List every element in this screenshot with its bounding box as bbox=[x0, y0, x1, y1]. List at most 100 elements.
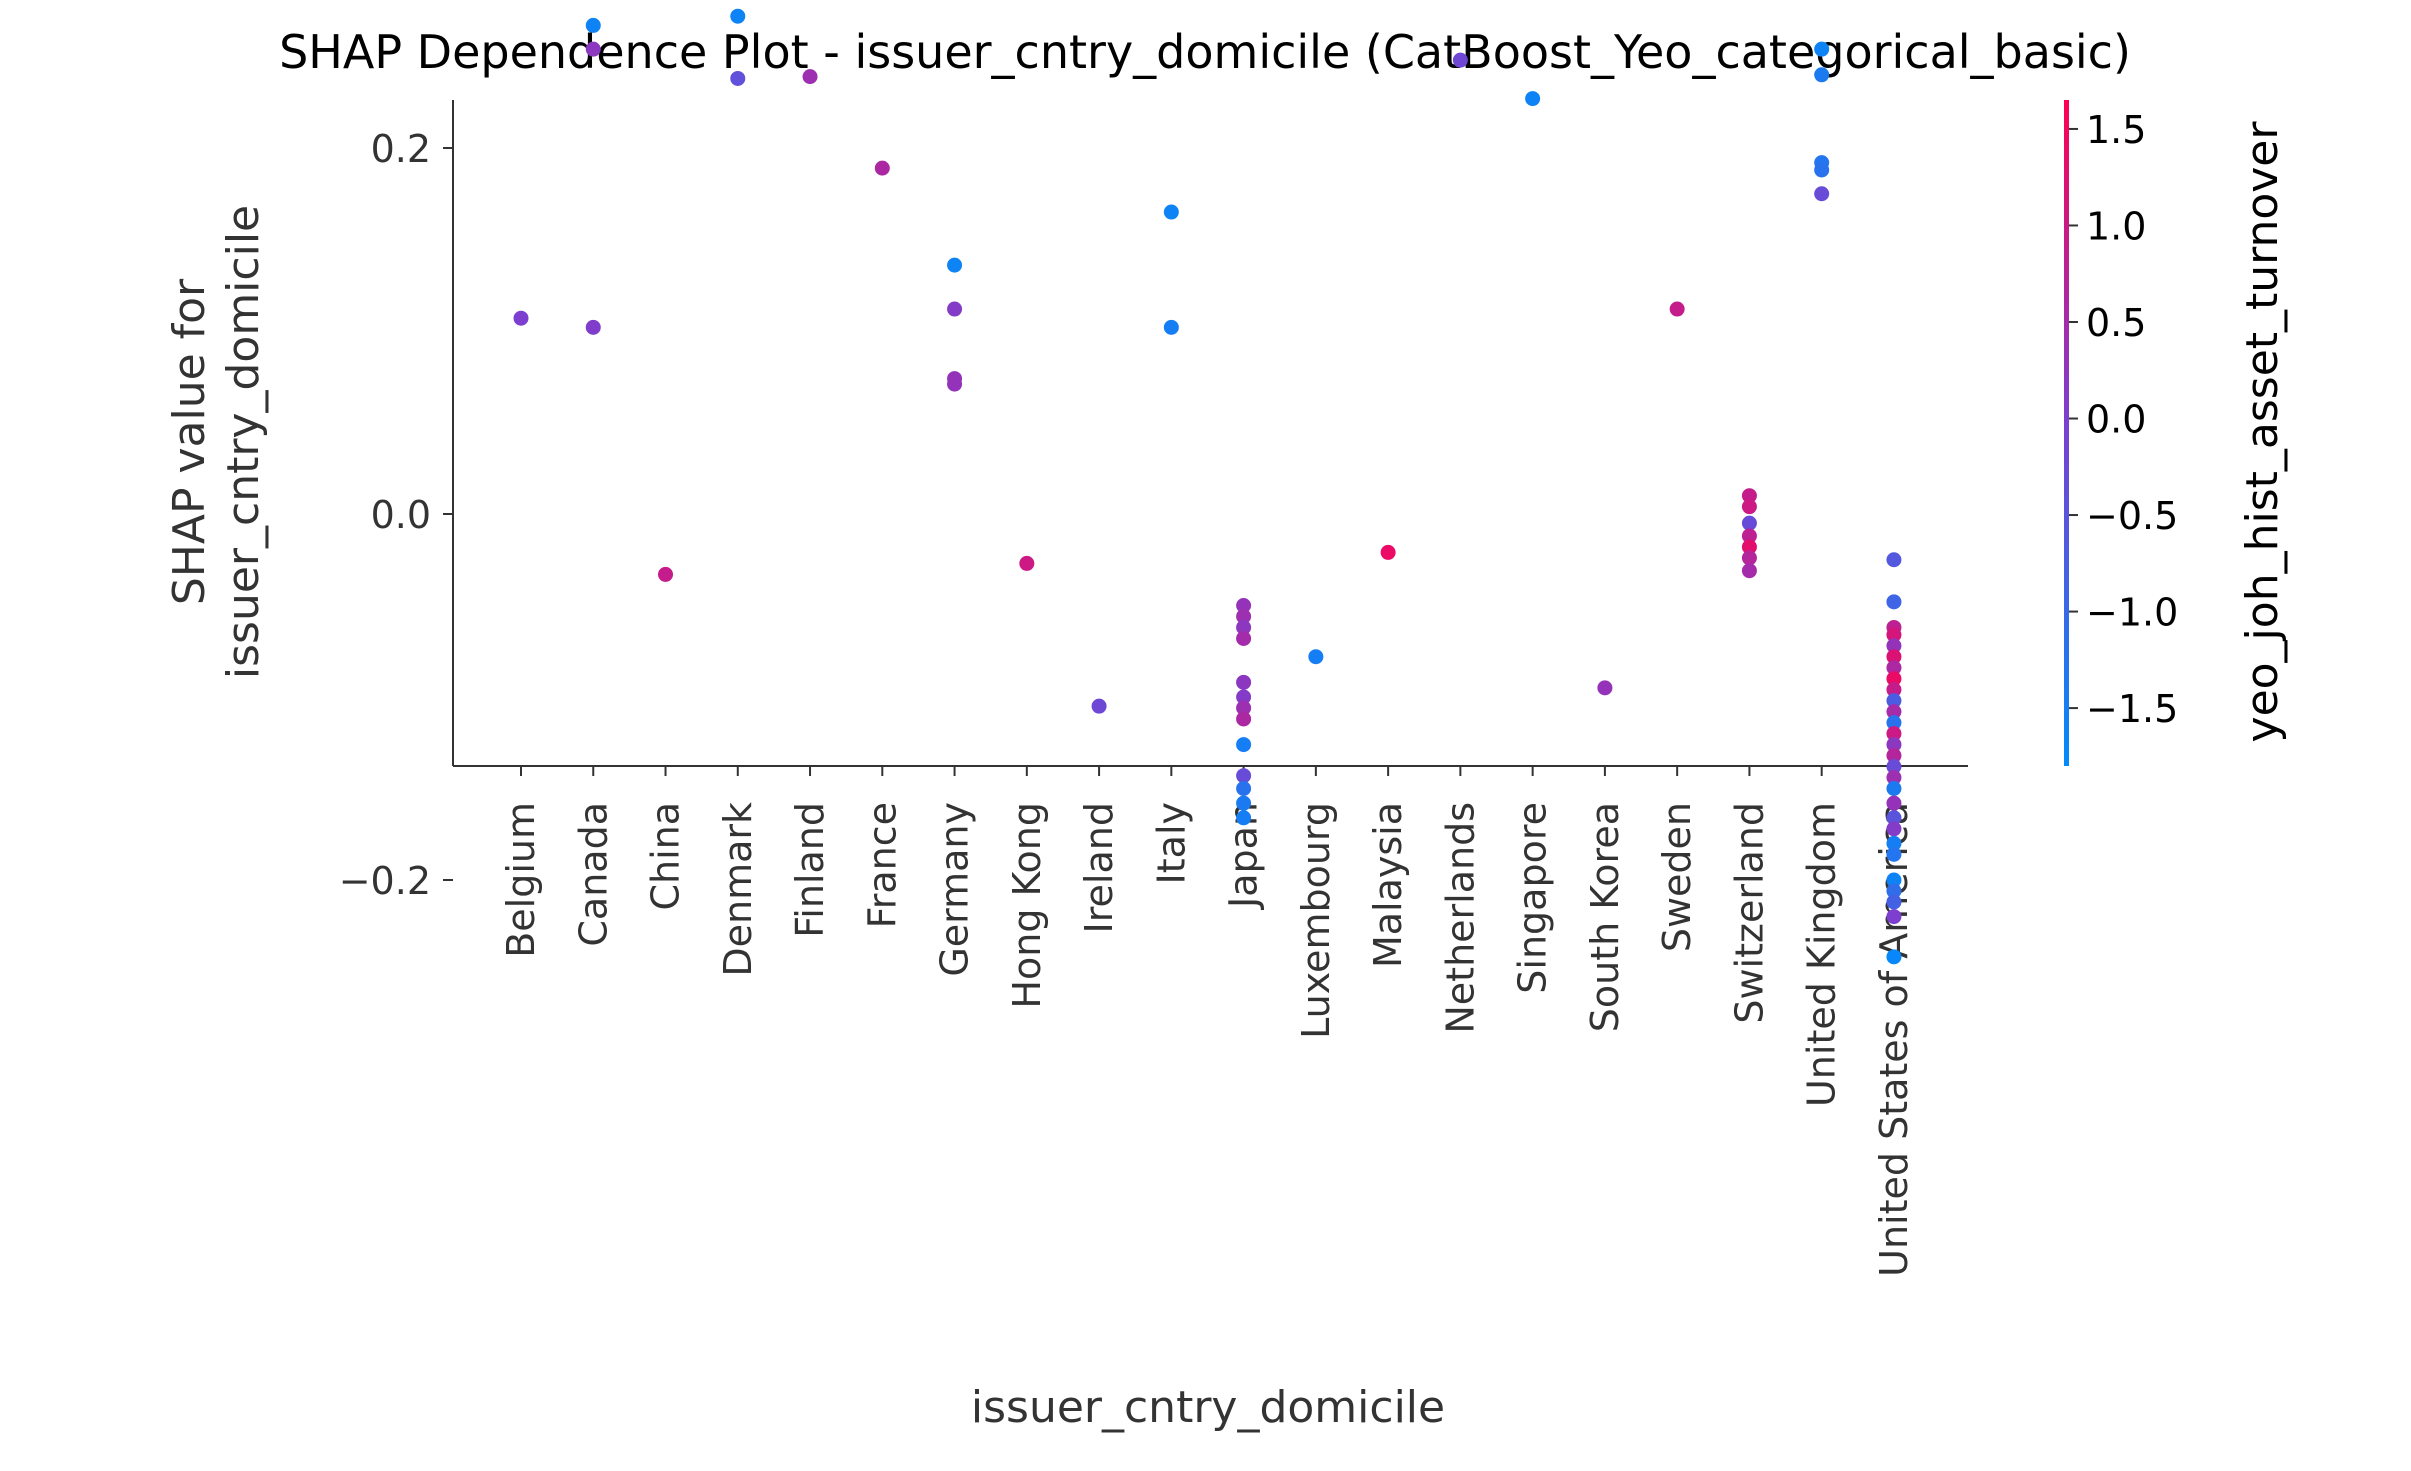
data-point-united-states-of-america bbox=[1886, 759, 1902, 775]
y-axis-label: SHAP value for issuer_cntry_domicile bbox=[164, 205, 269, 679]
data-point-finland bbox=[802, 69, 818, 85]
data-point-canada bbox=[585, 41, 601, 57]
data-point-germany bbox=[947, 257, 963, 273]
data-point-france bbox=[874, 160, 890, 176]
data-point-japan bbox=[1236, 608, 1252, 624]
data-point-united-kingdom bbox=[1814, 67, 1830, 83]
data-point-united-states-of-america bbox=[1886, 821, 1902, 837]
data-point-germany bbox=[947, 376, 963, 392]
data-point-japan bbox=[1236, 711, 1252, 727]
data-point-sweden bbox=[1669, 301, 1685, 317]
data-point-china bbox=[658, 566, 674, 582]
y-tick-label: −0.2 bbox=[339, 859, 431, 903]
data-point-united-states-of-america bbox=[1886, 748, 1902, 764]
x-tick-label-germany: Germany bbox=[933, 802, 977, 977]
x-tick-label-malaysia: Malaysia bbox=[1366, 802, 1410, 968]
data-point-united-states-of-america bbox=[1886, 810, 1902, 826]
data-point-switzerland bbox=[1741, 528, 1757, 544]
data-point-denmark bbox=[730, 70, 746, 86]
data-point-united-states-of-america bbox=[1886, 704, 1902, 720]
data-point-united-states-of-america bbox=[1886, 949, 1902, 965]
data-point-united-states-of-america bbox=[1886, 726, 1902, 742]
colorbar: 1.5 1.0 0.5 0.0 −0.5 −1.0 −1.5 bbox=[2064, 100, 2178, 766]
data-point-united-states-of-america bbox=[1886, 682, 1902, 698]
data-point-switzerland bbox=[1741, 539, 1757, 555]
data-point-netherlands bbox=[1452, 52, 1468, 68]
colorbar-label: yeo_joh_hist_asset_turnover bbox=[2237, 121, 2288, 743]
data-point-united-states-of-america bbox=[1886, 883, 1902, 899]
data-point-canada bbox=[585, 17, 601, 33]
x-tick-label-singapore: Singapore bbox=[1511, 802, 1555, 994]
colorbar-tick-label: −1.5 bbox=[2086, 687, 2178, 731]
x-tick-label-netherlands: Netherlands bbox=[1438, 802, 1482, 1034]
data-point-japan bbox=[1236, 810, 1252, 826]
x-tick-label-italy: Italy bbox=[1149, 802, 1193, 884]
data-point-switzerland bbox=[1741, 563, 1757, 579]
colorbar-tick-label: 0.5 bbox=[2086, 301, 2146, 345]
colorbar-gradient bbox=[2064, 100, 2069, 766]
x-tick-label-south-korea: South Korea bbox=[1583, 802, 1627, 1032]
data-point-japan bbox=[1236, 598, 1252, 613]
data-point-united-states-of-america bbox=[1886, 671, 1902, 687]
data-point-united-states-of-america bbox=[1886, 846, 1902, 862]
data-point-japan bbox=[1236, 700, 1252, 716]
data-point-united-states-of-america bbox=[1886, 715, 1902, 731]
x-tick-label-canada: Canada bbox=[571, 802, 615, 947]
data-point-united-states-of-america bbox=[1886, 693, 1902, 709]
y-axis-label-line-2: issuer_cntry_domicile bbox=[218, 205, 269, 679]
data-point-luxembourg bbox=[1308, 649, 1324, 665]
data-point-united-kingdom bbox=[1814, 41, 1830, 57]
data-point-canada bbox=[585, 319, 601, 335]
data-point-united-states-of-america bbox=[1886, 627, 1902, 643]
x-tick-label-switzerland: Switzerland bbox=[1727, 802, 1771, 1024]
data-point-united-states-of-america bbox=[1886, 660, 1902, 676]
data-point-malaysia bbox=[1380, 544, 1396, 560]
x-tick-label-denmark: Denmark bbox=[716, 802, 760, 977]
colorbar-tick-label: 1.0 bbox=[2086, 204, 2146, 248]
data-point-japan bbox=[1236, 674, 1252, 690]
x-tick-label-finland: Finland bbox=[788, 802, 832, 938]
x-tick-label-hong-kong: Hong Kong bbox=[1005, 802, 1049, 1009]
plot-area: −0.20.00.20.4BelgiumCanadaChinaDenmarkFi… bbox=[339, 8, 1968, 1277]
data-point-hong-kong bbox=[1019, 555, 1035, 571]
x-tick-label-belgium: Belgium bbox=[499, 802, 543, 958]
data-point-japan bbox=[1236, 768, 1252, 784]
y-axis-label-line-1: SHAP value for bbox=[164, 278, 215, 605]
data-point-united-states-of-america bbox=[1886, 781, 1902, 796]
x-tick-label-sweden: Sweden bbox=[1655, 802, 1699, 952]
data-point-united-states-of-america bbox=[1886, 649, 1902, 665]
data-point-united-states-of-america bbox=[1886, 552, 1902, 568]
data-point-ireland bbox=[1091, 698, 1107, 714]
data-point-japan bbox=[1236, 795, 1252, 811]
data-point-united-states-of-america bbox=[1886, 894, 1902, 910]
y-tick-label: 0.0 bbox=[371, 493, 431, 537]
colorbar-tick-label: −1.0 bbox=[2086, 591, 2178, 635]
data-point-united-states-of-america bbox=[1886, 835, 1902, 851]
y-tick-label: 0.2 bbox=[371, 127, 431, 171]
data-point-united-states-of-america bbox=[1886, 594, 1902, 610]
chart-title: SHAP Dependence Plot - issuer_cntry_domi… bbox=[279, 25, 2131, 79]
x-axis-label: issuer_cntry_domicile bbox=[971, 1382, 1445, 1433]
data-point-japan bbox=[1236, 737, 1252, 753]
colorbar-tick-label: −0.5 bbox=[2086, 494, 2178, 538]
data-point-italy bbox=[1163, 204, 1179, 220]
data-point-belgium bbox=[513, 310, 529, 326]
data-point-denmark bbox=[730, 8, 746, 24]
data-point-italy bbox=[1163, 319, 1179, 335]
x-tick-label-china: China bbox=[644, 802, 688, 911]
data-point-switzerland bbox=[1741, 488, 1757, 504]
x-tick-label-united-kingdom: United Kingdom bbox=[1800, 802, 1844, 1107]
x-tick-label-ireland: Ireland bbox=[1077, 802, 1121, 933]
colorbar-tick-label: 0.0 bbox=[2086, 398, 2146, 442]
data-point-switzerland bbox=[1741, 499, 1757, 515]
data-point-united-kingdom bbox=[1814, 186, 1830, 202]
x-tick-label-luxembourg: Luxembourg bbox=[1294, 802, 1338, 1039]
data-point-japan bbox=[1236, 619, 1252, 635]
data-point-japan bbox=[1236, 781, 1252, 796]
data-point-united-kingdom bbox=[1814, 162, 1830, 178]
x-tick-label-france: France bbox=[860, 802, 904, 928]
data-point-switzerland bbox=[1741, 550, 1757, 566]
data-point-japan bbox=[1236, 630, 1252, 646]
